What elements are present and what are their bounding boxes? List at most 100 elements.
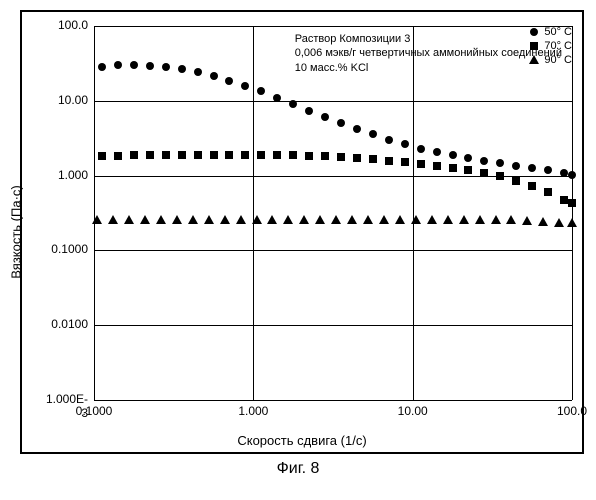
data-point <box>315 216 325 224</box>
data-point <box>401 140 409 148</box>
data-point <box>506 216 516 224</box>
data-point <box>156 216 166 224</box>
data-point <box>369 155 377 163</box>
data-point <box>464 166 472 174</box>
data-point <box>130 61 138 69</box>
gridline-v <box>253 26 254 400</box>
data-point <box>98 152 106 160</box>
data-point <box>512 162 520 170</box>
y-tick-label: 100.0 <box>58 18 88 32</box>
legend-label: 50° C <box>544 26 572 38</box>
data-point <box>347 216 357 224</box>
data-point <box>567 219 577 227</box>
data-point <box>114 61 122 69</box>
data-point <box>178 65 186 73</box>
data-point <box>172 216 182 224</box>
data-point <box>210 151 218 159</box>
data-point <box>449 164 457 172</box>
legend-item: 70° C <box>528 40 572 52</box>
x-tick-label: 100.0 <box>552 404 592 418</box>
data-point <box>321 152 329 160</box>
data-point <box>162 63 170 71</box>
data-point <box>480 157 488 165</box>
data-point <box>433 148 441 156</box>
gridline-v <box>413 26 414 400</box>
y-tick-label: 0.1000 <box>51 242 88 256</box>
data-point <box>146 62 154 70</box>
data-point <box>114 152 122 160</box>
legend-label: 90° C <box>544 54 572 66</box>
data-point <box>108 216 118 224</box>
data-point <box>379 216 389 224</box>
data-point <box>178 151 186 159</box>
figure-caption: Фиг. 8 <box>0 460 596 478</box>
data-point <box>496 172 504 180</box>
info-line: Раствор Композиции 3 <box>295 32 562 46</box>
info-text: Раствор Композиции 30,006 мэкв/г четверт… <box>295 32 562 75</box>
data-point <box>528 164 536 172</box>
data-point <box>146 151 154 159</box>
data-point <box>273 151 281 159</box>
data-point <box>512 177 520 185</box>
data-point <box>289 151 297 159</box>
data-point <box>522 217 532 225</box>
data-point <box>289 100 297 108</box>
data-point <box>544 188 552 196</box>
data-point <box>188 216 198 224</box>
data-point <box>443 216 453 224</box>
gridline-v <box>572 26 573 400</box>
legend-item: 50° C <box>528 26 572 38</box>
triangle-icon <box>528 54 540 66</box>
data-point <box>464 154 472 162</box>
plot-area: Раствор Композиции 30,006 мэкв/г четверт… <box>94 26 572 400</box>
data-point <box>305 152 313 160</box>
x-tick-label: 10.00 <box>393 404 433 418</box>
y-tick-label: 10.00 <box>58 93 88 107</box>
data-point <box>331 216 341 224</box>
info-line: 0,006 мэкв/г четвертичных аммонийных сое… <box>295 46 562 60</box>
x-tick-label: 0.1000 <box>74 404 114 418</box>
y-tick-label: 0.0100 <box>51 317 88 331</box>
data-point <box>194 68 202 76</box>
data-point <box>252 216 262 224</box>
data-point <box>305 107 313 115</box>
gridline-h <box>94 400 572 401</box>
data-point <box>273 94 281 102</box>
data-point <box>401 158 409 166</box>
data-point <box>220 216 230 224</box>
data-point <box>283 216 293 224</box>
gridline-h <box>94 250 572 251</box>
data-point <box>480 169 488 177</box>
data-point <box>337 153 345 161</box>
gridline-v <box>94 26 95 400</box>
data-point <box>528 182 536 190</box>
data-point <box>353 125 361 133</box>
data-point <box>449 151 457 159</box>
data-point <box>538 218 548 226</box>
data-point <box>162 151 170 159</box>
data-point <box>194 151 202 159</box>
data-point <box>236 216 246 224</box>
legend-item: 90° C <box>528 54 572 66</box>
data-point <box>411 216 421 224</box>
y-axis-label: Вязкость (Па·с) <box>9 185 24 279</box>
data-point <box>385 157 393 165</box>
data-point <box>433 162 441 170</box>
data-point <box>544 166 552 174</box>
data-point <box>299 216 309 224</box>
data-point <box>204 216 214 224</box>
data-point <box>459 216 469 224</box>
data-point <box>210 72 218 80</box>
data-point <box>427 216 437 224</box>
data-point <box>417 160 425 168</box>
data-point <box>491 216 501 224</box>
data-point <box>241 82 249 90</box>
data-point <box>225 151 233 159</box>
data-point <box>98 63 106 71</box>
chart-frame: Вязкость (Па·с) Раствор Композиции 30,00… <box>20 10 584 454</box>
data-point <box>395 216 405 224</box>
circle-icon <box>528 26 540 38</box>
data-point <box>568 171 576 179</box>
data-point <box>560 196 568 204</box>
gridline-h <box>94 101 572 102</box>
